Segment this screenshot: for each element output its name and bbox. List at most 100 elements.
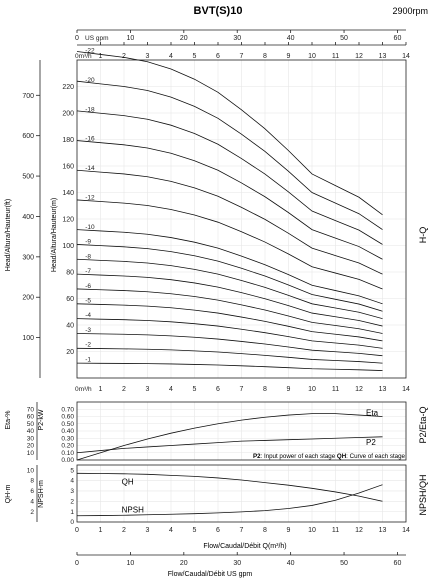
p2-tick-label: 0.60 [61, 414, 74, 421]
bottom-gpm-tick-label: 60 [394, 560, 402, 567]
head-m-tick-label: 220 [62, 84, 74, 91]
bottom-gpm-tick-label: 50 [340, 560, 348, 567]
bottom-gpm-tick-label: 0 [75, 560, 79, 567]
curve-p2 [76, 436, 383, 454]
npsh-tick-label: 2 [70, 498, 74, 505]
hq-curve-stage-6 [76, 288, 383, 334]
stage-label: -6 [85, 283, 91, 290]
npsh-q-tick-label: 13 [379, 527, 387, 534]
bottom-gpm-tick-label: 40 [287, 560, 295, 567]
npsh-axis-label: NPSH-m [38, 480, 45, 508]
right-label-hq: H-Q [418, 227, 428, 244]
qh-curve-label: QH [122, 477, 134, 486]
stage-label: -22 [85, 47, 95, 54]
eta-tick-label: 20 [27, 443, 35, 450]
p2-tick-label: 0.70 [61, 406, 74, 413]
npsh-q-tick-label: 1 [99, 527, 103, 534]
eta-tick-label: 50 [27, 421, 35, 428]
hq-curve-stage-2 [76, 347, 383, 364]
mid-q-tick-label: 13 [379, 386, 387, 393]
p2-tick-label: 0.10 [61, 450, 74, 457]
head-ft-tick-label: 400 [22, 214, 34, 221]
npsh-q-tick-label: 2 [122, 527, 126, 534]
hq-curve-stage-10 [76, 229, 383, 305]
p2-eta-panel: 0.000.100.200.300.400.500.600.70 10203040… [27, 401, 407, 464]
top-q-tick-label: 2 [122, 53, 126, 60]
p2-axis-label: P2-kW [38, 409, 45, 430]
eta-tick-label: 10 [27, 450, 35, 457]
hq-curve-stage-7 [76, 273, 383, 327]
head-ft-tick-label: 700 [22, 93, 34, 100]
bottom-gpm-tick-label: 20 [180, 560, 188, 567]
power-note: P2: Input power of each stage QH: Curve … [253, 453, 406, 460]
stage-label: -1 [85, 356, 91, 363]
head-ft-tick-label: 100 [22, 335, 34, 342]
stage-label: -16 [85, 136, 95, 143]
head-m-tick-label: 40 [66, 323, 74, 330]
npsh-q-tick-label: 5 [193, 527, 197, 534]
npsh-tick-label: 3 [70, 488, 74, 495]
stage-label: -2 [85, 342, 91, 349]
npsh-tick-label: 0 [70, 519, 74, 526]
top-gpm-tick-label: 50 [340, 35, 348, 42]
mid-q-tick-label: 5 [193, 386, 197, 393]
eta-curve-label: Eta [366, 409, 379, 418]
npsh-q-tick-label: 0 [75, 527, 79, 534]
npsh-tick-label: 4 [70, 478, 74, 485]
head-ft-label: Head/Altura/Hauteur(ft) [5, 199, 12, 271]
npsh-q-tick-label: 14 [402, 527, 410, 534]
hq-curve-stage-22 [76, 51, 383, 216]
head-ft-tick-label: 200 [22, 295, 34, 302]
p2-note-key: P2 [253, 453, 261, 460]
npsh-q-tick-label: 7 [240, 527, 244, 534]
top-q-origin-label: 0m³/h [75, 53, 92, 60]
eta-tick-label: 60 [27, 414, 35, 421]
qh-axis-label: QH-m [5, 485, 12, 504]
p2-tick-label: 0.00 [61, 457, 74, 464]
top-gpm-unit: US gpm [85, 35, 108, 42]
npsh-tick-label: 5 [70, 467, 74, 474]
head-m-tick-label: 80 [66, 270, 74, 277]
hq-curve-stage-18 [76, 110, 383, 245]
bottom-gpm-tick-label: 10 [127, 560, 135, 567]
top-gpm-tick-label: 20 [180, 35, 188, 42]
stage-label: -7 [85, 268, 91, 275]
eta-tick-label: 70 [27, 406, 35, 413]
mid-q-tick-label: 14 [402, 386, 410, 393]
hq-curve-stage-4 [76, 318, 383, 349]
qh-note-key: QH [337, 453, 347, 460]
head-m-tick-label: 180 [62, 137, 74, 144]
stage-label: -8 [85, 253, 91, 260]
hq-curve-stage-5 [76, 303, 383, 342]
hq-curve-stage-1 [76, 362, 383, 371]
qh-tick-label: 10 [27, 467, 35, 474]
qh-tick-label: 8 [30, 478, 34, 485]
top-gpm-tick-label: 10 [127, 35, 135, 42]
p2-curve-label: P2 [366, 438, 376, 447]
qh-note-text: : Curve of each stage [346, 453, 405, 460]
right-label-p2: P2/Eta-Q [418, 406, 428, 443]
npsh-q-tick-label: 4 [169, 527, 173, 534]
stage-label: -20 [85, 77, 95, 84]
top-q-tick-label: 12 [355, 53, 363, 60]
mid-q-origin-label: 0m³/h [75, 386, 92, 393]
hq-frame [76, 59, 407, 379]
p2-tick-label: 0.20 [61, 443, 74, 450]
top-gpm-tick-label: 30 [233, 35, 241, 42]
right-label-npsh: NPSH/QH [418, 474, 428, 515]
top-q-tick-label: 3 [146, 53, 150, 60]
top-q-tick-label: 11 [332, 53, 339, 60]
top-gpm-tick-label: 60 [394, 35, 402, 42]
p2-note-text: : Input power of each stage [261, 453, 337, 460]
head-m-tick-label: 20 [66, 349, 74, 356]
mid-q-tick-label: 6 [216, 386, 220, 393]
p2-tick-label: 0.40 [61, 428, 74, 435]
hq-curve-stage-9 [76, 244, 383, 312]
chart-title: BVT(S)10 [194, 5, 243, 17]
bottom-axis: 0 10 20 30 40 50 60 [75, 552, 406, 567]
curve-qh [76, 472, 383, 502]
stage-label: -14 [85, 165, 95, 172]
top-q-tick-label: 5 [193, 53, 197, 60]
npsh-q-tick-label: 11 [332, 527, 339, 534]
top-q-tick-label: 4 [169, 53, 173, 60]
